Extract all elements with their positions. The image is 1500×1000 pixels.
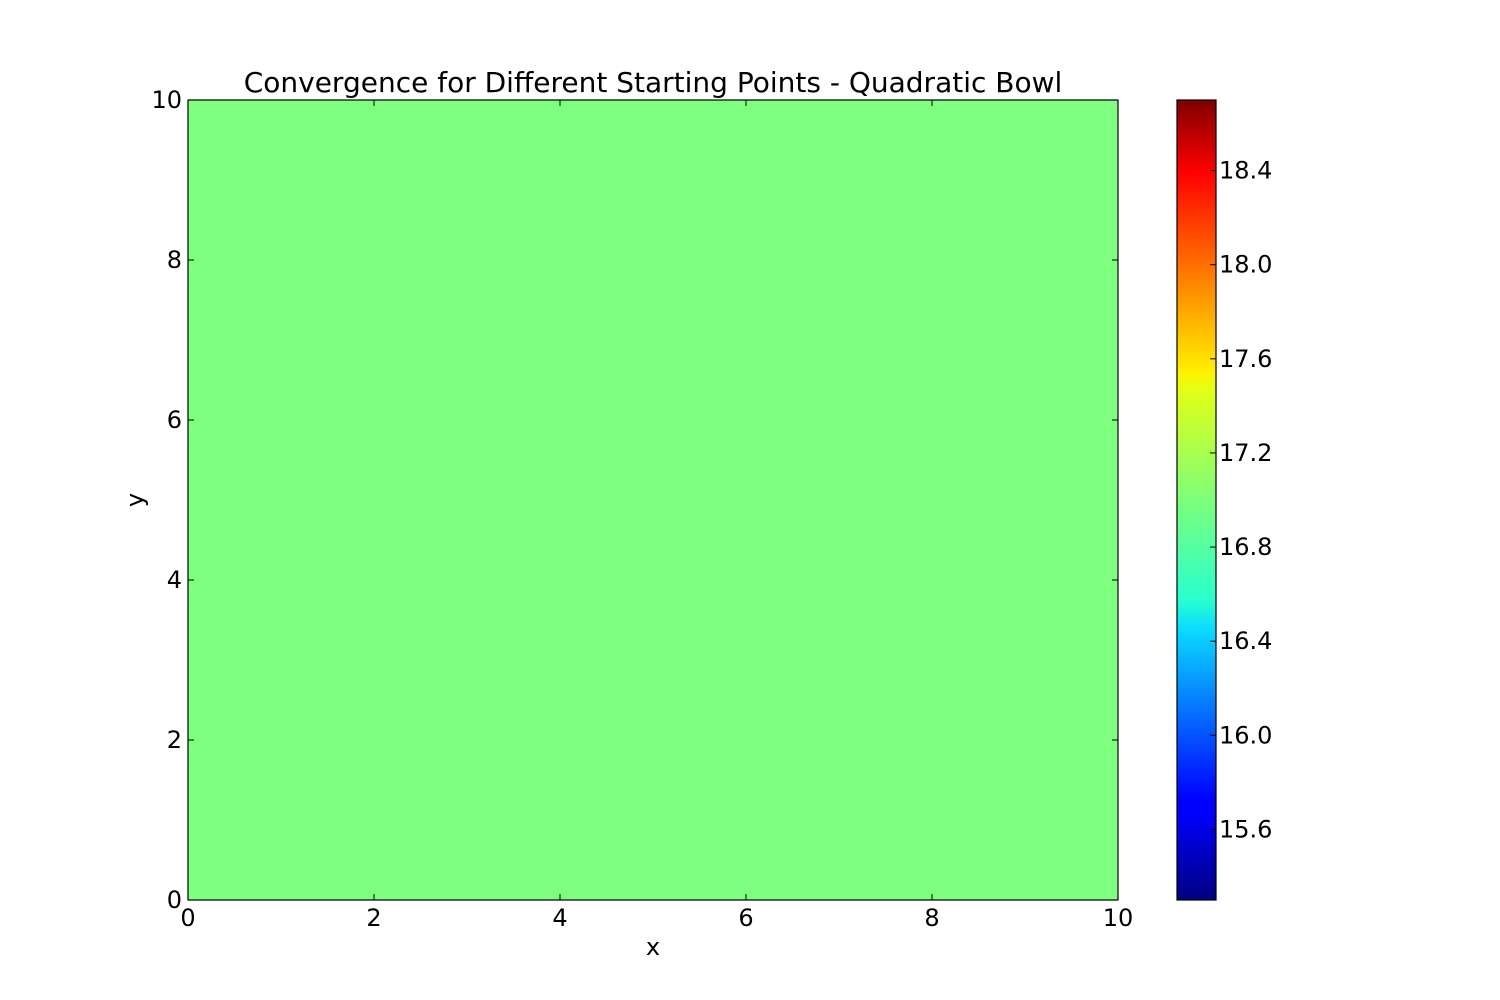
colorbar-tick-label: 17.6 bbox=[1219, 345, 1272, 373]
y-tick-label: 4 bbox=[167, 566, 182, 594]
x-tick-label: 2 bbox=[366, 904, 381, 932]
x-axis-ticks: 0 2 4 6 8 10 bbox=[180, 100, 1133, 932]
x-tick-label: 4 bbox=[552, 904, 567, 932]
y-tick-label: 10 bbox=[151, 86, 182, 114]
colorbar-tick-label: 16.4 bbox=[1219, 627, 1272, 655]
y-tick-label: 2 bbox=[167, 726, 182, 754]
colorbar-tick-label: 15.6 bbox=[1219, 815, 1272, 843]
x-tick-label: 10 bbox=[1103, 904, 1134, 932]
chart-title: Convergence for Different Starting Point… bbox=[244, 66, 1063, 99]
colorbar-ticks: 15.6 16.0 16.4 16.8 17.2 17.6 18.0 18.4 bbox=[1210, 157, 1272, 843]
x-tick-label: 8 bbox=[924, 904, 939, 932]
y-tick-label: 6 bbox=[167, 406, 182, 434]
colorbar-tick-label: 16.8 bbox=[1219, 533, 1272, 561]
colorbar-tick-label: 17.2 bbox=[1219, 439, 1272, 467]
y-tick-label: 0 bbox=[167, 886, 182, 914]
y-axis-ticks: 0 2 4 6 8 10 bbox=[151, 86, 1118, 914]
colorbar-tick-label: 18.0 bbox=[1219, 251, 1272, 279]
plot-frame bbox=[187, 99, 1119, 901]
x-axis-label: x bbox=[646, 933, 660, 961]
plot-area: 0 2 4 6 8 10 0 2 4 6 8 10 bbox=[151, 86, 1133, 932]
y-axis-label: y bbox=[121, 493, 149, 507]
colorbar-tick-label: 18.4 bbox=[1219, 157, 1272, 185]
x-tick-label: 0 bbox=[180, 904, 195, 932]
x-tick-label: 6 bbox=[738, 904, 753, 932]
colorbar-frame bbox=[1176, 99, 1217, 901]
y-tick-label: 8 bbox=[167, 246, 182, 274]
colorbar: 15.6 16.0 16.4 16.8 17.2 17.6 18.0 18.4 bbox=[1176, 99, 1272, 901]
colorbar-gradient bbox=[1177, 100, 1216, 900]
heatmap-field bbox=[188, 100, 1118, 900]
colorbar-tick-label: 16.0 bbox=[1219, 721, 1272, 749]
